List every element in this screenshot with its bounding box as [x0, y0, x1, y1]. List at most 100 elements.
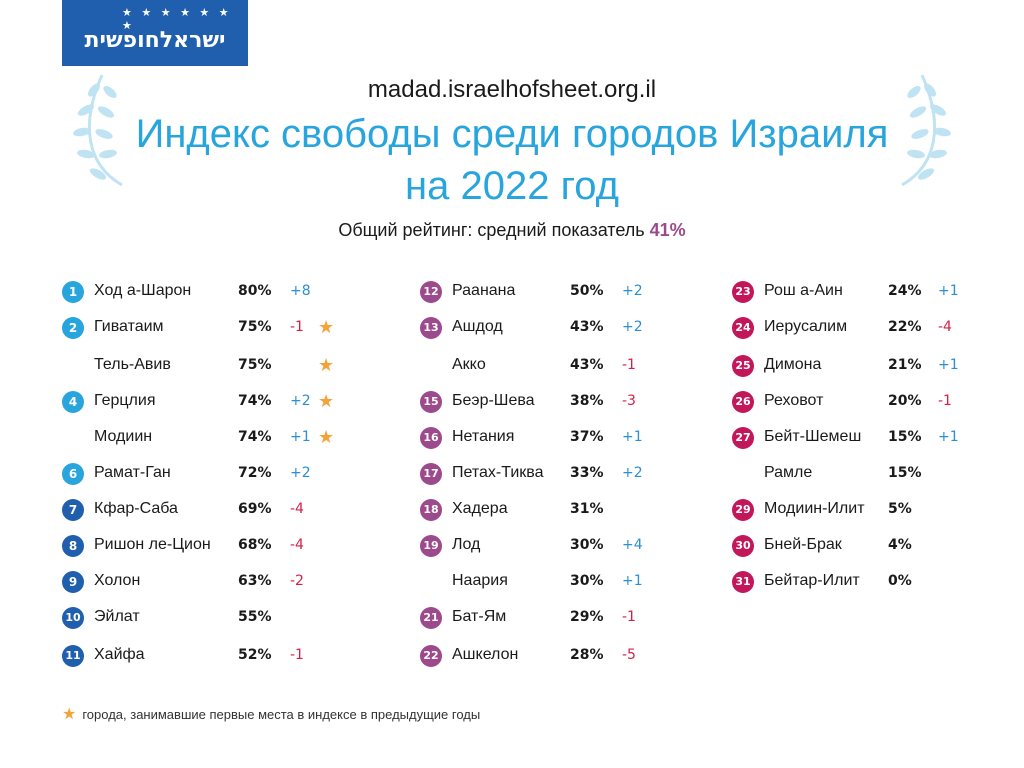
- ranking-row: 7 Кфар-Саба 69% -4: [62, 498, 382, 522]
- city-percent: 4%: [888, 537, 912, 553]
- subtitle-label: Общий рейтинг: средний показатель: [338, 220, 650, 240]
- city-name: Ашкелон: [452, 646, 519, 663]
- rank-change: +8: [290, 283, 311, 299]
- rank-badge: 23: [732, 281, 754, 303]
- rank-change: +2: [290, 465, 311, 481]
- ranking-row: 13 Ашдод 43% +2: [420, 316, 740, 340]
- city-name: Тель-Авив: [94, 356, 171, 373]
- city-percent: 15%: [888, 429, 922, 445]
- rank-badge: 11: [62, 645, 84, 667]
- legend-text: города, занимавшие первые места в индекс…: [82, 707, 481, 722]
- city-percent: 55%: [238, 609, 272, 625]
- rank-change: +1: [938, 283, 959, 299]
- city-percent: 30%: [570, 573, 604, 589]
- rank-change: +2: [290, 393, 311, 409]
- city-name: Иерусалим: [764, 318, 848, 335]
- city-name: Герцлия: [94, 392, 156, 409]
- rank-change: +2: [622, 465, 643, 481]
- city-percent: 28%: [570, 647, 604, 663]
- rank-badge: 4: [62, 391, 84, 413]
- rank-change: -1: [938, 393, 952, 409]
- ranking-row: 12 Раанана 50% +2: [420, 280, 740, 304]
- city-name: Петах-Тиква: [452, 464, 544, 481]
- ranking-row: 29 Модиин-Илит 5%: [732, 498, 1024, 522]
- city-percent: 50%: [570, 283, 604, 299]
- ranking-row: 15 Беэр-Шева 38% -3: [420, 390, 740, 414]
- logo-stars: ★ ★ ★ ★ ★ ★ ★: [122, 6, 232, 32]
- rank-change: +1: [622, 573, 643, 589]
- ranking-row: Акко 43% -1: [420, 354, 740, 378]
- ranking-row: 24 Иерусалим 22% -4: [732, 316, 1024, 340]
- city-name: Лод: [452, 536, 481, 553]
- rank-badge: 13: [420, 317, 442, 339]
- rank-change: +1: [622, 429, 643, 445]
- rank-badge: 6: [62, 463, 84, 485]
- ranking-row: 25 Димона 21% +1: [732, 354, 1024, 378]
- ranking-row: 16 Нетания 37% +1: [420, 426, 740, 450]
- ranking-row: 6 Рамат-Ган 72% +2: [62, 462, 382, 486]
- city-name: Беэр-Шева: [452, 392, 535, 409]
- rank-badge: 2: [62, 317, 84, 339]
- city-name: Ашдод: [452, 318, 503, 335]
- rank-badge: 27: [732, 427, 754, 449]
- rank-badge: 21: [420, 607, 442, 629]
- city-name: Ришон ле-Цион: [94, 536, 211, 553]
- city-name: Кфар-Саба: [94, 500, 178, 517]
- city-name: Ход а-Шарон: [94, 282, 192, 299]
- city-percent: 31%: [570, 501, 604, 517]
- rank-change: -3: [622, 393, 636, 409]
- city-name: Модиин: [94, 428, 153, 445]
- city-percent: 38%: [570, 393, 604, 409]
- ranking-row: 4 Герцлия 74% +2 ★: [62, 390, 382, 414]
- rank-badge: 30: [732, 535, 754, 557]
- average-value: 41%: [649, 220, 686, 240]
- city-percent: 37%: [570, 429, 604, 445]
- city-percent: 75%: [238, 319, 272, 335]
- rank-change: -4: [290, 537, 304, 553]
- rank-badge: 31: [732, 571, 754, 593]
- city-percent: 15%: [888, 465, 922, 481]
- rank-change: +1: [938, 429, 959, 445]
- ranking-row: 22 Ашкелон 28% -5: [420, 644, 740, 668]
- city-name: Бейтар-Илит: [764, 572, 860, 589]
- city-name: Рамат-Ган: [94, 464, 171, 481]
- ranking-row: 19 Лод 30% +4: [420, 534, 740, 558]
- ranking-row: Рамле 15%: [732, 462, 1024, 486]
- rank-change: +1: [290, 429, 311, 445]
- rank-change: +4: [622, 537, 643, 553]
- city-name: Раанана: [452, 282, 516, 299]
- rank-change: -1: [290, 647, 304, 663]
- ranking-row: 10 Эйлат 55%: [62, 606, 382, 630]
- city-percent: 30%: [570, 537, 604, 553]
- rank-badge: 15: [420, 391, 442, 413]
- star-icon: ★: [318, 355, 335, 376]
- rank-badge: 17: [420, 463, 442, 485]
- rank-badge: 24: [732, 317, 754, 339]
- city-percent: 0%: [888, 573, 912, 589]
- laurel-left-icon: [73, 74, 123, 187]
- rank-change: +2: [622, 283, 643, 299]
- city-name: Рамле: [764, 464, 813, 481]
- ranking-row: 30 Бней-Брак 4%: [732, 534, 1024, 558]
- page-title-year: на 2022 год: [405, 164, 619, 208]
- rank-badge: 19: [420, 535, 442, 557]
- subtitle: Общий рейтинг: средний показатель 41%: [0, 220, 1024, 241]
- star-icon: ★: [62, 706, 77, 723]
- star-icon: ★: [318, 391, 335, 412]
- city-percent: 29%: [570, 609, 604, 625]
- rank-badge: 7: [62, 499, 84, 521]
- rank-badge: 1: [62, 281, 84, 303]
- rank-change: -1: [622, 609, 636, 625]
- rank-change: +2: [622, 319, 643, 335]
- rank-badge: 18: [420, 499, 442, 521]
- logo-text: ישראלחופשית: [84, 28, 226, 53]
- city-name: Акко: [452, 356, 486, 373]
- rank-badge: 26: [732, 391, 754, 413]
- city-percent: 68%: [238, 537, 272, 553]
- city-percent: 74%: [238, 429, 272, 445]
- city-percent: 43%: [570, 319, 604, 335]
- ranking-row: 21 Бат-Ям 29% -1: [420, 606, 740, 630]
- site-url: madad.israelhofsheet.org.il: [367, 76, 657, 103]
- laurel-right-icon: [901, 74, 951, 187]
- ranking-row: 1 Ход а-Шарон 80% +8: [62, 280, 382, 304]
